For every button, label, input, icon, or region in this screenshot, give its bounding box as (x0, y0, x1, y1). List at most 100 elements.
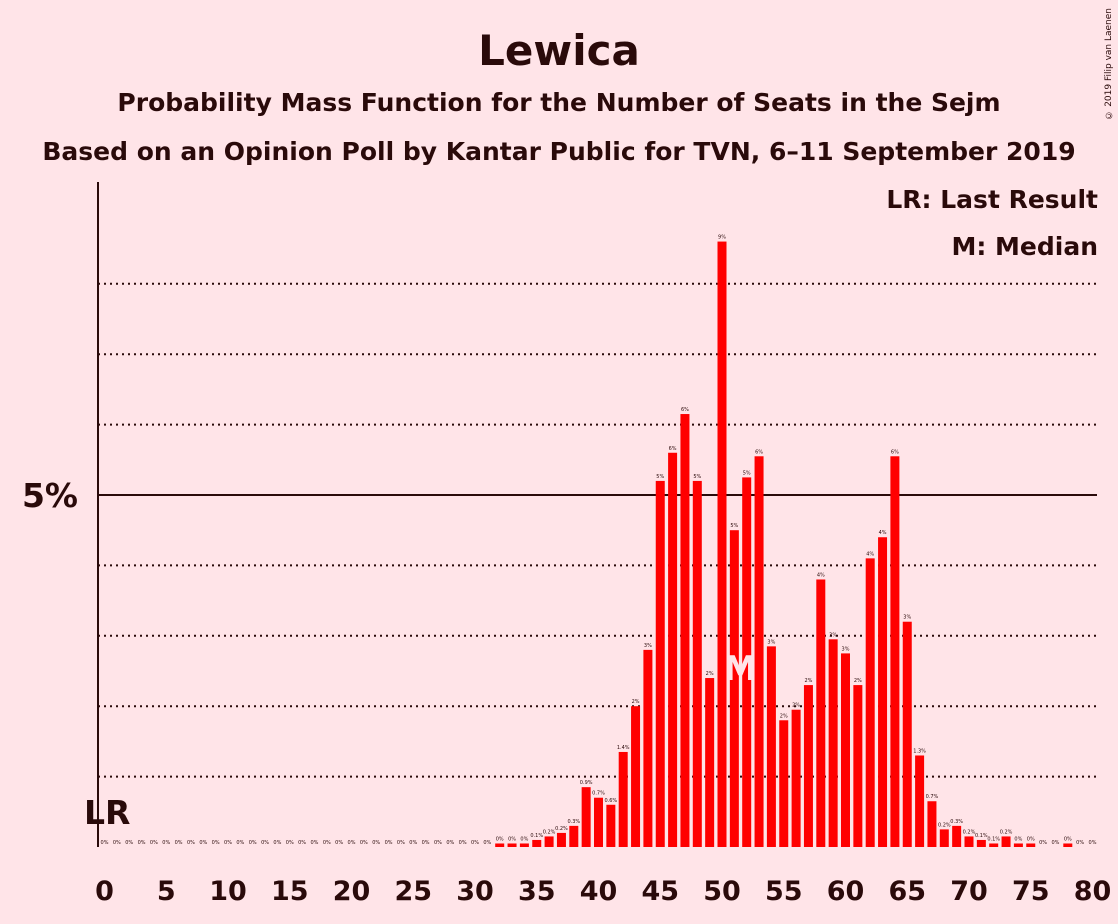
data-label-seat-43: 2% (632, 699, 640, 705)
data-label-seat-45: 5% (656, 474, 664, 480)
data-label-seat-48: 5% (693, 474, 701, 480)
bar-seat-55 (779, 720, 789, 847)
data-label-seat-41: 0.6% (604, 798, 617, 804)
bar-seat-42 (618, 751, 628, 847)
data-label-seat-61: 2% (854, 678, 862, 684)
data-label-seat-70: 0.2% (963, 829, 976, 835)
data-label-seat-66: 1.3% (913, 748, 926, 754)
chart-title: Lewica (478, 26, 640, 75)
bar-seat-57 (803, 685, 813, 847)
data-label-seat-14: 0% (273, 840, 281, 846)
data-label-seat-36: 0.2% (543, 829, 556, 835)
data-label-seat-8: 0% (199, 840, 207, 846)
bar-seat-62 (865, 558, 875, 847)
bar-seat-64 (890, 456, 900, 847)
bar-seat-37 (556, 832, 566, 847)
data-label-seat-40: 0.7% (592, 791, 605, 797)
data-label-seat-7: 0% (187, 840, 195, 846)
bar-seat-52 (742, 477, 752, 847)
bar-seat-32 (495, 843, 505, 847)
data-label-seat-33: 0% (508, 836, 516, 842)
x-tick-65: 65 (888, 876, 926, 907)
x-tick-80: 80 (1074, 876, 1112, 907)
data-label-seat-15: 0% (286, 840, 294, 846)
data-label-seat-52: 5% (743, 470, 751, 476)
bar-seat-53 (754, 456, 764, 847)
data-label-seat-35: 0.1% (530, 833, 543, 839)
bar-seat-36 (544, 836, 554, 847)
data-label-seat-51: 5% (730, 523, 738, 529)
data-label-seat-37: 0.2% (555, 826, 568, 832)
data-label-seat-28: 0% (446, 840, 454, 846)
bar-seat-43 (631, 706, 641, 847)
data-label-seat-10: 0% (224, 840, 232, 846)
bar-seat-65 (902, 621, 912, 847)
data-label-seat-62: 4% (866, 551, 874, 557)
bar-seat-45 (655, 480, 665, 847)
x-axis-ticks: 0 5 10 15 20 25 30 35 40 45 50 55 60 65 70 75 80 (95, 876, 1111, 907)
data-label-seat-18: 0% (323, 840, 331, 846)
data-label-seat-58: 4% (817, 572, 825, 578)
data-label-seat-76: 0% (1039, 840, 1047, 846)
legend-median: M: Median (951, 232, 1098, 261)
gridlines (98, 282, 1097, 778)
data-label-seat-77: 0% (1051, 840, 1059, 846)
bar-seat-73 (1001, 836, 1011, 847)
data-label-seat-64: 6% (891, 449, 899, 455)
bar-seat-49 (705, 678, 715, 847)
data-label-seat-30: 0% (471, 840, 479, 846)
data-label-seat-13: 0% (261, 840, 269, 846)
data-label-seat-12: 0% (249, 840, 257, 846)
bar-seat-69 (952, 825, 962, 847)
data-label-seat-22: 0% (372, 840, 380, 846)
x-tick-15: 15 (271, 876, 309, 907)
data-label-seat-1: 0% (113, 840, 121, 846)
data-label-seat-75: 0% (1027, 836, 1035, 842)
data-label-seat-2: 0% (125, 840, 133, 846)
x-tick-60: 60 (827, 876, 865, 907)
data-label-seat-20: 0% (348, 840, 356, 846)
bar-seat-40 (594, 797, 603, 847)
data-label-seat-54: 3% (767, 639, 775, 645)
data-label-seat-24: 0% (397, 840, 405, 846)
data-label-seat-27: 0% (434, 840, 442, 846)
bar-seat-58 (816, 579, 826, 847)
x-tick-20: 20 (333, 876, 371, 907)
data-label-seat-44: 3% (644, 643, 652, 649)
legend-last-result: LR: Last Result (886, 185, 1098, 214)
data-label-seat-42: 1.4% (617, 745, 630, 751)
data-label-seat-80: 0% (1089, 840, 1097, 846)
data-label-seat-60: 3% (842, 646, 850, 652)
bar-seat-72 (989, 843, 999, 847)
data-label-seat-74: 0% (1014, 836, 1022, 842)
x-tick-50: 50 (703, 876, 741, 907)
data-label-seat-79: 0% (1076, 840, 1084, 846)
x-tick-70: 70 (950, 876, 988, 907)
data-label-seat-78: 0% (1064, 836, 1072, 842)
y-tick-5-percent: 5% (22, 476, 78, 515)
data-label-seat-73: 0.2% (1000, 829, 1013, 835)
x-tick-0: 0 (95, 876, 114, 907)
bar-seat-71 (976, 839, 986, 847)
bar-seat-50 (717, 241, 727, 847)
bar-seat-51 (729, 530, 739, 847)
x-tick-25: 25 (394, 876, 432, 907)
data-label-seat-55: 2% (780, 713, 788, 719)
data-label-seat-59: 3% (829, 632, 837, 638)
data-label-seat-0: 0% (101, 840, 109, 846)
data-label-seat-63: 4% (879, 530, 887, 536)
bar-seat-63 (878, 537, 888, 847)
data-label-seat-5: 0% (162, 840, 170, 846)
bar-seat-59 (828, 639, 838, 847)
data-label-seat-21: 0% (360, 840, 368, 846)
data-label-seat-29: 0% (459, 840, 467, 846)
data-label-seat-46: 6% (669, 446, 677, 452)
bar-seat-74 (1013, 843, 1023, 847)
data-label-seat-3: 0% (138, 840, 146, 846)
data-label-seat-11: 0% (236, 840, 244, 846)
bar-seat-47 (680, 414, 690, 847)
data-label-seat-72: 0.1% (987, 836, 1000, 842)
data-label-seat-32: 0% (496, 836, 504, 842)
x-tick-55: 55 (765, 876, 803, 907)
